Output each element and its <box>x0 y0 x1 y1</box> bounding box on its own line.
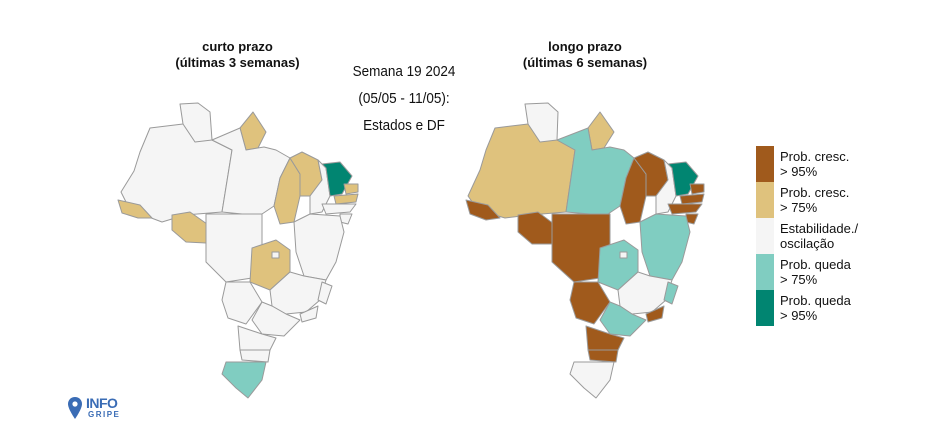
short-term-map-title: curto prazo (últimas 3 semanas) <box>160 39 315 71</box>
logo-word: INFO <box>86 395 118 411</box>
legend-label-line2: > 95% <box>780 164 818 179</box>
state-PB-long <box>679 193 705 205</box>
state-ES <box>317 281 333 305</box>
state-PB <box>333 193 359 205</box>
week-line2: (05/05 - 11/05): <box>358 90 450 107</box>
week-line3: Estados e DF <box>363 117 445 134</box>
legend-label: Prob. cresc. > 95% <box>780 149 849 179</box>
legend-swatch <box>756 290 774 326</box>
legend-label-line1: Estabilidade./ <box>780 221 859 236</box>
legend-swatch <box>756 218 774 254</box>
state-PR <box>237 325 277 351</box>
legend-label-line2: > 95% <box>780 308 818 323</box>
state-DF <box>271 251 280 259</box>
legend-item-decrease-75: Prob. queda > 75% <box>756 254 906 290</box>
location-pin-icon <box>68 397 82 419</box>
state-PE-long <box>667 203 703 215</box>
legend-label: Prob. cresc. > 75% <box>780 185 849 215</box>
legend-label: Estabilidade./ oscilação <box>780 221 858 251</box>
state-SC-long <box>587 349 619 363</box>
legend-label-line1: Prob. cresc. <box>780 149 850 164</box>
legend-item-increase-95: Prob. cresc. > 95% <box>756 146 906 182</box>
state-AC-long <box>465 199 501 221</box>
legend-label: Prob. queda > 75% <box>780 257 851 287</box>
state-RO-long <box>517 211 555 245</box>
state-SC <box>239 349 271 363</box>
state-SP-long <box>599 301 647 337</box>
state-RN-long <box>689 183 705 195</box>
legend-item-stability: Estabilidade./ oscilação <box>756 218 906 254</box>
state-RN <box>343 183 359 195</box>
state-ES-long <box>663 281 679 305</box>
legend-label-line1: Prob. queda <box>780 293 851 308</box>
short-term-title-line1: curto prazo <box>202 39 273 54</box>
state-DF-long <box>619 251 628 259</box>
legend-swatch <box>756 182 774 218</box>
legend-label-line1: Prob. cresc. <box>780 185 850 200</box>
state-AC <box>117 199 153 219</box>
state-AM-long <box>467 105 576 219</box>
state-SP <box>251 301 301 337</box>
state-RJ-long <box>645 305 665 323</box>
legend-swatch <box>756 254 774 290</box>
state-RS <box>221 361 267 399</box>
state-RS-long <box>569 361 615 399</box>
legend-label-line2: > 75% <box>780 200 818 215</box>
state-PR-long <box>585 325 625 351</box>
legend-label-line1: Prob. queda <box>780 257 851 272</box>
state-MS <box>221 281 263 325</box>
legend: Prob. cresc. > 95% Prob. cresc. > 75% Es… <box>756 146 906 326</box>
short-term-title-line2: (últimas 3 semanas) <box>175 55 300 70</box>
week-line1: Semana 19 2024 <box>352 63 456 80</box>
legend-label-line2: oscilação <box>780 236 835 251</box>
long-term-title-line1: longo prazo <box>548 39 622 54</box>
state-AP-long <box>587 111 615 151</box>
legend-label: Prob. queda > 95% <box>780 293 851 323</box>
state-BA-long <box>639 213 691 281</box>
state-MS-long <box>569 281 611 325</box>
long-term-title-line2: (últimas 6 semanas) <box>522 55 648 70</box>
legend-item-decrease-95: Prob. queda > 95% <box>756 290 906 326</box>
logo-subword: GRIPE <box>88 410 121 419</box>
legend-swatch <box>756 146 774 182</box>
state-RJ <box>299 305 319 323</box>
legend-item-increase-75: Prob. cresc. > 75% <box>756 182 906 218</box>
infogripe-logo: INFO GRIPE <box>68 396 138 422</box>
state-BA <box>293 213 345 281</box>
legend-label-line2: > 75% <box>780 272 818 287</box>
long-term-map-title: longo prazo (últimas 6 semanas) <box>505 39 665 71</box>
week-description: Semana 19 2024 (05/05 - 11/05): Estados … <box>345 58 464 139</box>
state-PE <box>321 203 357 215</box>
